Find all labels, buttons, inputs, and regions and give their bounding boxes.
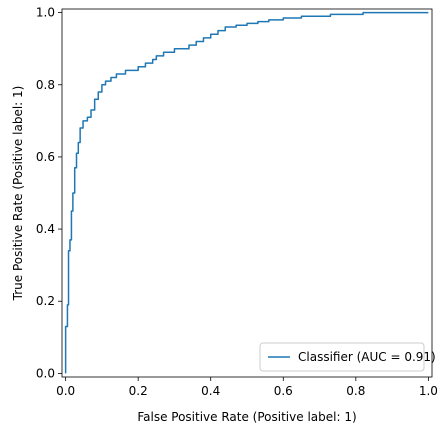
x-tick-label: 0.2: [129, 384, 148, 398]
x-tick-label: 0.6: [274, 384, 293, 398]
legend-entry-label: Classifier (AUC = 0.91): [298, 350, 436, 364]
y-tick-label: 0.6: [36, 150, 55, 164]
legend-box: [259, 342, 425, 372]
x-tick-label: 1.0: [419, 384, 438, 398]
x-axis-ticks: 0.0 0.2 0.4 0.6 0.8 1.0: [56, 377, 438, 398]
roc-curve: [64, 11, 429, 374]
y-tick-label: 0.8: [36, 78, 55, 92]
plot-area: [64, 11, 429, 374]
x-tick-label: 0.8: [346, 384, 365, 398]
legend: Classifier (AUC = 0.91): [259, 342, 436, 372]
axes-frame: [61, 8, 433, 378]
y-tick-label: 1.0: [36, 6, 55, 20]
y-tick-label: 0.4: [36, 222, 55, 236]
y-axis-label: True Positive Rate (Positive label: 1): [11, 86, 25, 302]
y-tick-label: 0.2: [36, 294, 55, 308]
x-tick-label: 0.4: [201, 384, 220, 398]
x-tick-label: 0.0: [56, 384, 75, 398]
x-axis-label: False Positive Rate (Positive label: 1): [137, 410, 356, 424]
y-axis-ticks: 0.0 0.2 0.4 0.6 0.8 1.0: [36, 6, 62, 380]
y-tick-label: 0.0: [36, 366, 55, 380]
